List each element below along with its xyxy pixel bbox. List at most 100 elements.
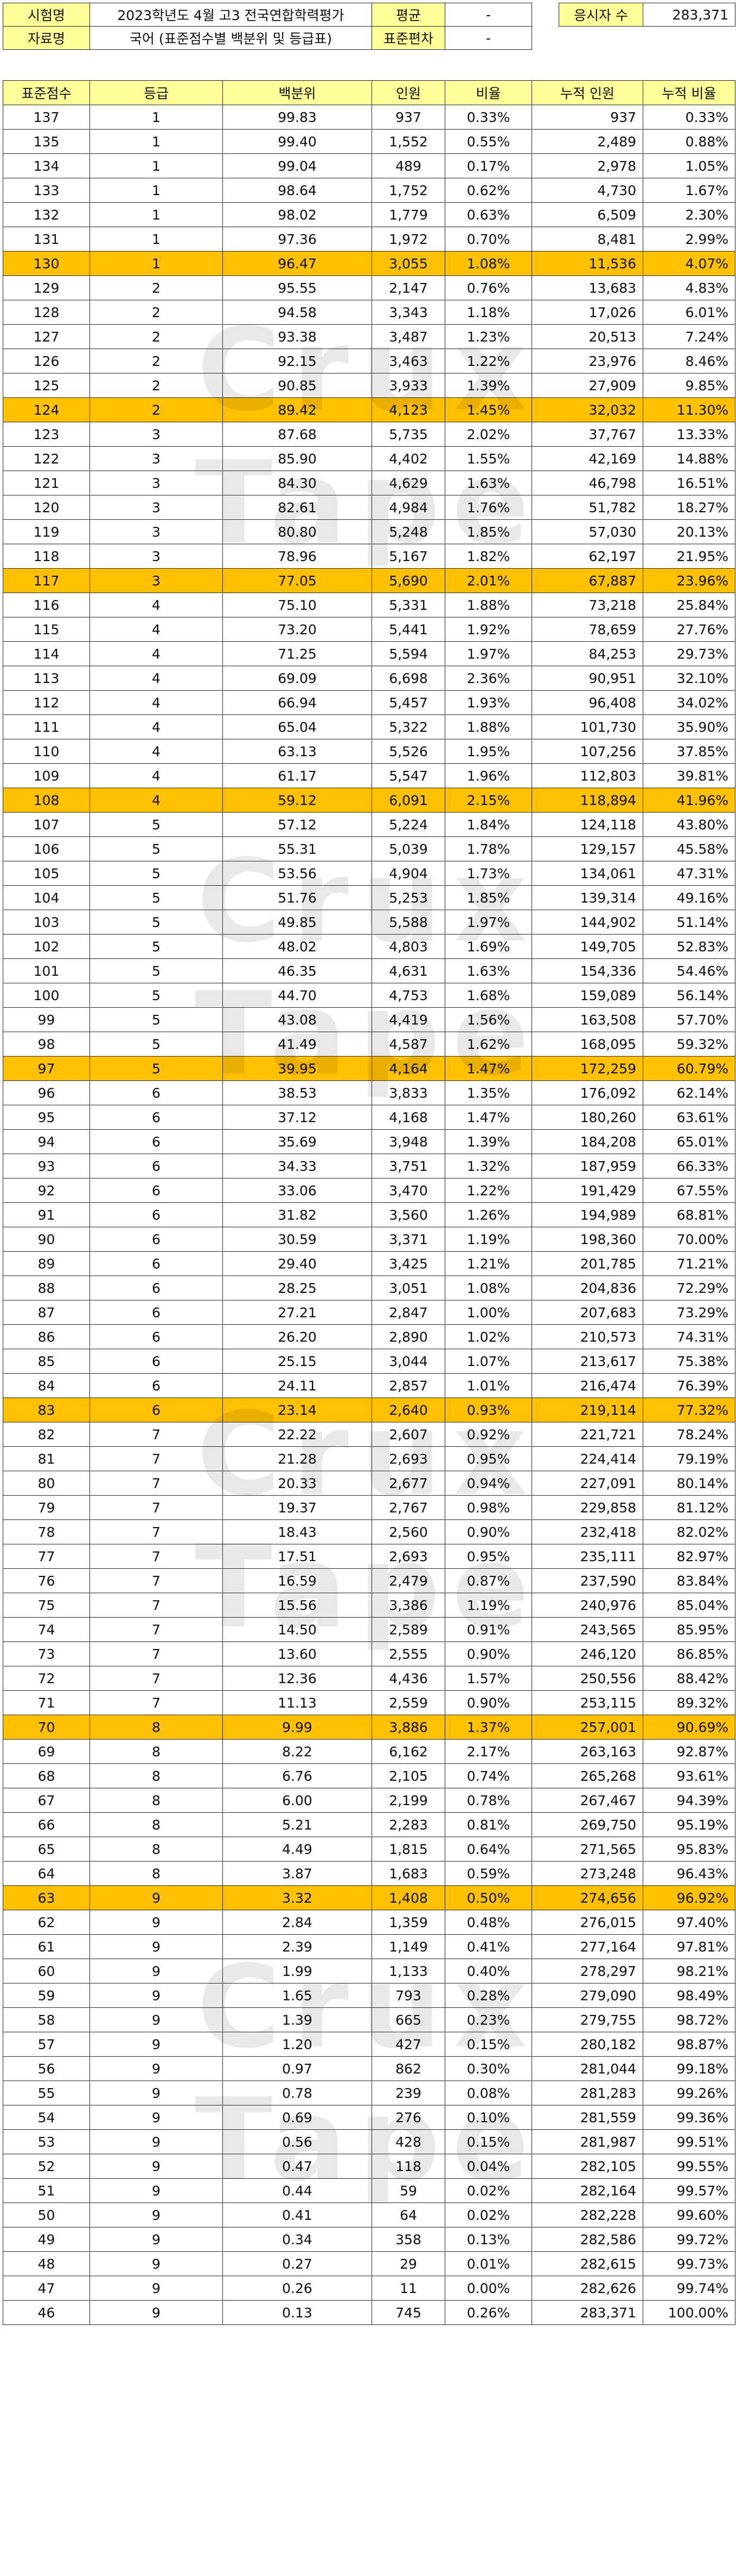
cumulative-count-cell: 8,481 (532, 227, 643, 252)
grade-cell: 4 (89, 641, 223, 666)
standard-score-cell: 90 (3, 1227, 90, 1252)
percentile-cell: 41.49 (222, 1032, 372, 1057)
cumulative-count-cell: 107,256 (532, 739, 643, 764)
table-row: 54 9 0.69 276 0.10% 281,559 99.36% (3, 2105, 735, 2130)
percentile-cell: 14.50 (222, 1617, 372, 1642)
standard-score-cell: 87 (3, 1300, 90, 1325)
percentile-cell: 30.59 (222, 1227, 372, 1252)
percentile-cell: 1.20 (222, 2032, 372, 2057)
ratio-cell: 1.88% (445, 714, 532, 739)
ratio-cell: 0.04% (445, 2154, 532, 2179)
ratio-cell: 0.02% (445, 2203, 532, 2227)
standard-score-cell: 114 (3, 641, 90, 666)
count-cell: 4,631 (372, 958, 445, 983)
table-row: 57 9 1.20 427 0.15% 280,182 98.87% (3, 2032, 735, 2057)
cumulative-count-cell: 263,163 (532, 1739, 643, 1764)
cumulative-count-cell: 276,015 (532, 1910, 643, 1935)
standard-score-cell: 73 (3, 1641, 90, 1666)
table-row: 99 5 43.08 4,419 1.56% 163,508 57.70% (3, 1007, 735, 1032)
standard-score-cell: 117 (3, 568, 90, 593)
ratio-cell: 1.32% (445, 1154, 532, 1178)
percentile-cell: 99.04 (222, 153, 372, 178)
count-cell: 5,253 (372, 885, 445, 910)
table-row: 91 6 31.82 3,560 1.26% 194,989 68.81% (3, 1202, 735, 1227)
grade-cell: 9 (89, 2227, 223, 2252)
cumulative-ratio-cell: 90.69% (643, 1715, 735, 1740)
cumulative-count-cell: 273,248 (532, 1861, 643, 1886)
standard-score-cell: 53 (3, 2129, 90, 2154)
percentile-cell: 61.17 (222, 763, 372, 788)
count-cell: 29 (372, 2251, 445, 2276)
cumulative-count-cell: 198,360 (532, 1227, 643, 1252)
cumulative-count-cell: 221,721 (532, 1422, 643, 1447)
standard-score-cell: 83 (3, 1398, 90, 1422)
grade-cell: 9 (89, 1934, 223, 1959)
count-cell: 2,559 (372, 1690, 445, 1715)
grade-cell: 4 (89, 617, 223, 642)
cumulative-count-cell: 180,260 (532, 1105, 643, 1130)
header-gap (532, 3, 559, 27)
standard-score-cell: 127 (3, 324, 90, 349)
count-cell: 276 (372, 2105, 445, 2130)
standard-score-cell: 89 (3, 1251, 90, 1276)
percentile-cell: 99.83 (222, 105, 372, 130)
ratio-cell: 1.96% (445, 763, 532, 788)
standard-score-cell: 85 (3, 1349, 90, 1374)
cumulative-count-cell: 283,371 (532, 2300, 643, 2325)
percentile-cell: 21.28 (222, 1446, 372, 1471)
cumulative-count-cell: 246,120 (532, 1641, 643, 1666)
standard-score-cell: 79 (3, 1495, 90, 1520)
count-cell: 5,248 (372, 519, 445, 544)
table-row: 93 6 34.33 3,751 1.32% 187,959 66.33% (3, 1154, 735, 1178)
table-row: 52 9 0.47 118 0.04% 282,105 99.55% (3, 2154, 735, 2179)
cumulative-ratio-cell: 99.26% (643, 2081, 735, 2105)
grade-cell: 7 (89, 1690, 223, 1715)
cumulative-count-cell: 282,164 (532, 2178, 643, 2203)
count-cell: 5,224 (372, 812, 445, 837)
count-cell: 1,779 (372, 202, 445, 227)
cumulative-ratio-cell: 93.61% (643, 1763, 735, 1788)
percentile-cell: 94.58 (222, 300, 372, 325)
cumulative-count-cell: 84,253 (532, 641, 643, 666)
table-row: 132 1 98.02 1,779 0.63% 6,509 2.30% (3, 202, 735, 227)
table-row: 71 7 11.13 2,559 0.90% 253,115 89.32% (3, 1690, 735, 1715)
cumulative-count-cell: 168,095 (532, 1032, 643, 1057)
standard-score-cell: 102 (3, 934, 90, 959)
cumulative-count-cell: 37,767 (532, 422, 643, 447)
cumulative-ratio-cell: 81.12% (643, 1495, 735, 1520)
count-cell: 2,560 (372, 1519, 445, 1544)
cumulative-count-cell: 269,750 (532, 1812, 643, 1837)
cumulative-ratio-cell: 39.81% (643, 763, 735, 788)
cumulative-count-cell: 2,489 (532, 129, 643, 154)
cumulative-ratio-cell: 78.24% (643, 1422, 735, 1447)
cumulative-count-cell: 279,090 (532, 1983, 643, 2008)
cumulative-count-cell: 280,182 (532, 2032, 643, 2057)
cumulative-count-cell: 240,976 (532, 1593, 643, 1618)
standard-score-cell: 84 (3, 1373, 90, 1398)
standard-score-cell: 88 (3, 1276, 90, 1300)
table-row: 122 3 85.90 4,402 1.55% 42,169 14.88% (3, 446, 735, 471)
table-row: 130 1 96.47 3,055 1.08% 11,536 4.07% (3, 251, 735, 276)
column-header-percentile: 백분위 (222, 80, 372, 105)
ratio-cell: 1.56% (445, 1007, 532, 1032)
ratio-cell: 1.22% (445, 349, 532, 373)
cumulative-ratio-cell: 21.95% (643, 544, 735, 569)
percentile-cell: 63.13 (222, 739, 372, 764)
grade-cell: 2 (89, 373, 223, 398)
cumulative-ratio-cell: 14.88% (643, 446, 735, 471)
cumulative-ratio-cell: 99.74% (643, 2276, 735, 2301)
percentile-cell: 27.21 (222, 1300, 372, 1325)
grade-cell: 5 (89, 812, 223, 837)
count-cell: 6,091 (372, 788, 445, 813)
count-cell: 2,677 (372, 1471, 445, 1496)
grade-cell: 8 (89, 1861, 223, 1886)
ratio-cell: 1.07% (445, 1349, 532, 1374)
count-cell: 862 (372, 2056, 445, 2081)
table-row: 102 5 48.02 4,803 1.69% 149,705 52.83% (3, 934, 735, 959)
grade-cell: 6 (89, 1276, 223, 1300)
ratio-cell: 0.08% (445, 2081, 532, 2105)
mean-label: 평균 (372, 3, 445, 27)
cumulative-ratio-cell: 41.96% (643, 788, 735, 813)
standard-score-cell: 111 (3, 714, 90, 739)
cumulative-count-cell: 23,976 (532, 349, 643, 373)
